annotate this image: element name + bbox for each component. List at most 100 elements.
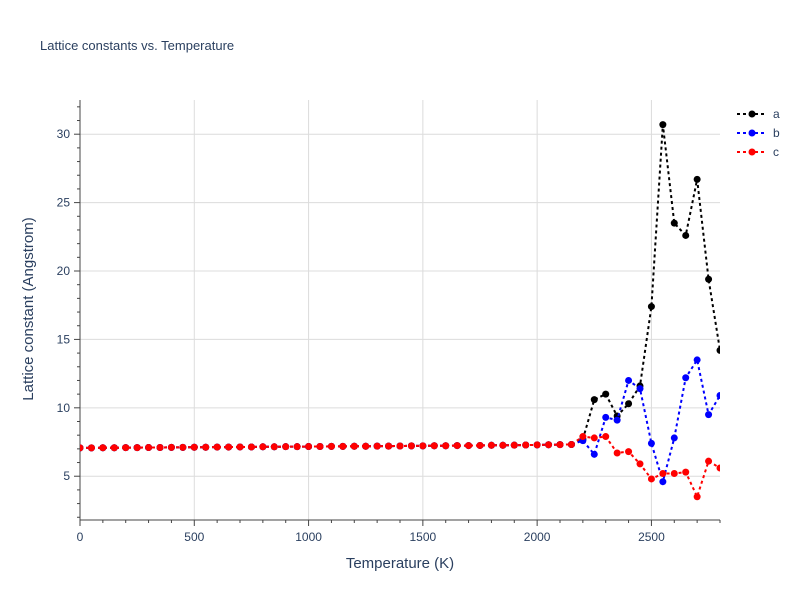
chart-title: Lattice constants vs. Temperature <box>40 38 234 53</box>
series-point-c <box>350 442 358 450</box>
series-point-a <box>625 400 633 408</box>
series-point-c <box>202 443 210 451</box>
series-point-b <box>602 413 610 421</box>
series-point-c <box>613 449 621 457</box>
series-point-b <box>613 416 621 424</box>
axes: 0 500 1000 1500 2000 2500 5 10 15 20 25 30 <box>57 100 721 544</box>
legend-label-a: a <box>773 107 780 121</box>
series-point-a <box>659 121 667 129</box>
series-point-c <box>236 443 244 451</box>
series-line-a <box>80 124 720 449</box>
series-point-c <box>636 460 644 468</box>
series-point-a <box>693 175 701 183</box>
y-tick-label: 20 <box>57 264 71 278</box>
series-point-c <box>659 469 667 477</box>
series-point-b <box>670 434 678 442</box>
series-point-a <box>716 346 720 354</box>
series-point-c <box>167 443 175 451</box>
y-tick-label: 10 <box>57 401 71 415</box>
series-point-c <box>225 443 233 451</box>
series-point-c <box>522 441 530 449</box>
y-tick-label: 30 <box>57 127 71 141</box>
x-tick-label: 500 <box>184 530 204 544</box>
x-tick-label: 1500 <box>410 530 437 544</box>
series-point-b <box>636 385 644 393</box>
series-point-c <box>647 475 655 483</box>
series-point-c <box>499 441 507 449</box>
series-point-c <box>373 442 381 450</box>
series-point-c <box>682 468 690 476</box>
series-point-c <box>190 443 198 451</box>
series-group <box>80 121 720 501</box>
series-point-c <box>419 442 427 450</box>
series-point-a <box>682 231 690 239</box>
series-point-b <box>659 478 667 486</box>
series-point-c <box>316 443 324 451</box>
series-point-c <box>247 443 255 451</box>
x-tick-label: 0 <box>77 530 84 544</box>
series-point-c <box>705 457 713 465</box>
series-point-c <box>545 441 553 449</box>
series-point-a <box>590 396 598 404</box>
series-point-a <box>705 275 713 283</box>
series-point-c <box>133 444 141 452</box>
legend-marker-a <box>748 110 756 118</box>
series-point-c <box>567 440 575 448</box>
series-point-c <box>362 442 370 450</box>
legend-marker-c <box>748 148 756 156</box>
series-point-a <box>647 303 655 311</box>
series-point-b <box>590 450 598 458</box>
y-axis-title: Lattice constant (Angstrom) <box>20 217 37 400</box>
series-point-b <box>682 374 690 382</box>
grid <box>80 100 720 520</box>
series-point-b <box>693 356 701 364</box>
series-point-c <box>110 444 118 452</box>
legend-label-b: b <box>773 126 780 140</box>
series-point-c <box>602 433 610 441</box>
y-tick-label: 15 <box>57 332 71 346</box>
series-point-c <box>407 442 415 450</box>
series-point-c <box>156 443 164 451</box>
y-tick-label: 5 <box>63 469 70 483</box>
series-line-b <box>80 357 720 486</box>
legend-label-c: c <box>773 145 779 159</box>
series-point-b <box>705 411 713 419</box>
series-point-c <box>145 443 153 451</box>
series-point-c <box>533 441 541 449</box>
series-point-c <box>510 441 518 449</box>
legend: abc <box>737 107 780 159</box>
series-point-b <box>647 439 655 447</box>
x-axis-title: Temperature (K) <box>346 555 454 572</box>
series-point-c <box>339 442 347 450</box>
series-point-c <box>270 443 278 451</box>
series-point-c <box>122 444 130 452</box>
y-tick-label: 25 <box>57 196 71 210</box>
series-point-c <box>179 443 187 451</box>
series-point-b <box>716 392 720 400</box>
plot-area[interactable] <box>77 121 724 501</box>
series-point-c <box>282 443 290 451</box>
x-tick-label: 2000 <box>524 530 551 544</box>
series-point-c <box>693 493 701 501</box>
series-point-c <box>305 443 313 451</box>
series-point-c <box>487 441 495 449</box>
series-point-c <box>259 443 267 451</box>
series-point-c <box>213 443 221 451</box>
series-point-a <box>602 390 610 398</box>
series-point-a <box>670 219 678 227</box>
series-point-c <box>99 444 107 452</box>
x-tick-label: 1000 <box>295 530 322 544</box>
series-point-c <box>476 441 484 449</box>
series-point-c <box>442 442 450 450</box>
series-point-b <box>625 376 633 384</box>
series-point-c <box>80 444 84 452</box>
series-point-c <box>430 442 438 450</box>
legend-marker-b <box>748 129 756 137</box>
series-point-c <box>556 441 564 449</box>
series-point-c <box>579 433 587 441</box>
series-point-c <box>327 442 335 450</box>
series-point-c <box>625 448 633 456</box>
series-point-c <box>396 442 404 450</box>
series-point-c <box>465 442 473 450</box>
